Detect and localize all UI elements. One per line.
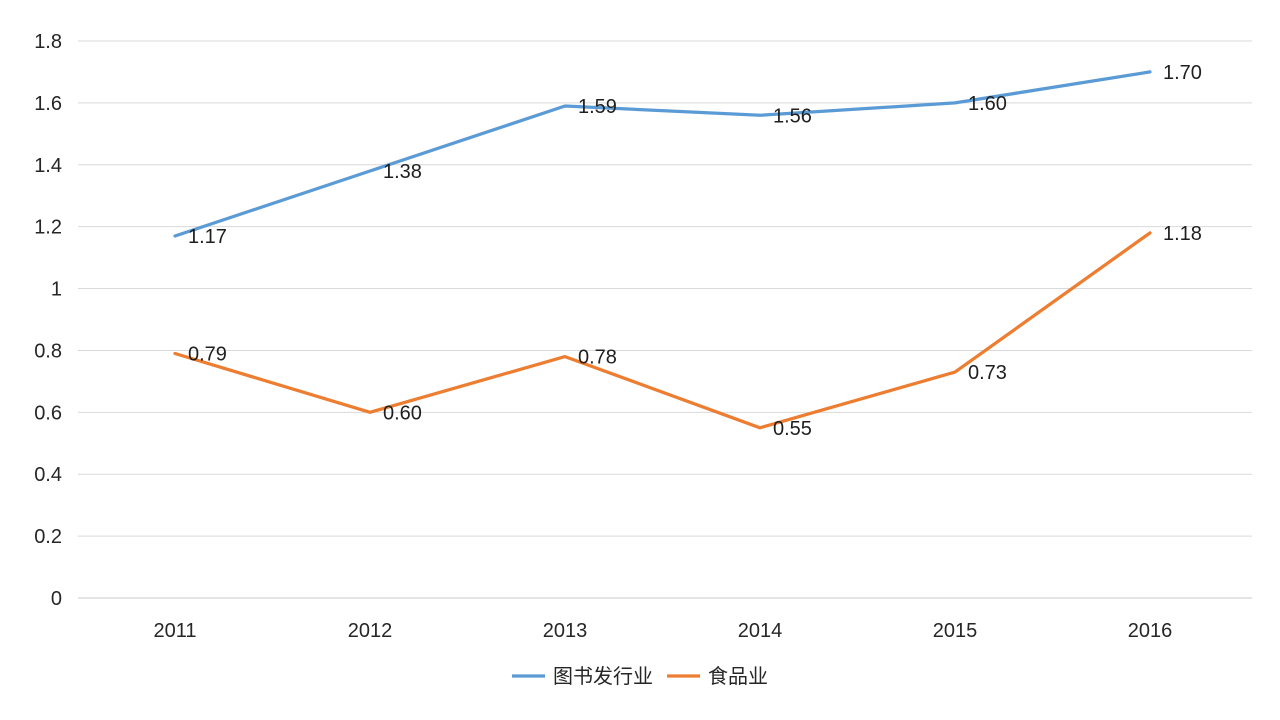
- data-label: 0.78: [578, 347, 617, 369]
- data-label: 1.38: [383, 161, 422, 183]
- legend-label: 图书发行业: [553, 665, 653, 688]
- x-tick-label: 2012: [348, 620, 393, 642]
- data-label: 1.17: [188, 226, 227, 248]
- y-tick-label: 0: [51, 588, 62, 610]
- y-tick-label: 1.8: [34, 31, 62, 53]
- data-label: 1.59: [578, 96, 617, 118]
- y-tick-label: 1.4: [34, 155, 62, 177]
- series-line: [173, 231, 1152, 430]
- data-label: 0.79: [188, 344, 227, 366]
- x-tick-label: 2014: [738, 620, 783, 642]
- x-tick-label: 2015: [933, 620, 978, 642]
- legend-label: 食品业: [708, 665, 768, 688]
- chart-legend: 图书发行业 食品业: [512, 665, 768, 688]
- x-tick-label: 2011: [153, 620, 196, 642]
- y-tick-label: 1.2: [34, 217, 62, 239]
- y-tick-label: 0.2: [34, 526, 62, 548]
- data-label: 0.55: [773, 418, 812, 440]
- y-tick-label: 1: [51, 279, 62, 301]
- data-label: 0.73: [968, 362, 1007, 384]
- data-label: 1.70: [1163, 62, 1202, 84]
- y-tick-label: 0.4: [34, 464, 62, 486]
- x-tick-label: 2013: [543, 620, 588, 642]
- y-tick-label: 1.6: [34, 93, 62, 115]
- data-label: 1.56: [773, 105, 812, 127]
- x-tick-label: 2016: [1128, 620, 1173, 642]
- data-label: 0.60: [383, 402, 422, 424]
- data-label: 1.60: [968, 93, 1007, 115]
- y-tick-label: 0.8: [34, 340, 62, 362]
- series-line: [173, 70, 1152, 238]
- y-tick-label: 0.6: [34, 402, 62, 424]
- data-label: 1.18: [1163, 223, 1202, 245]
